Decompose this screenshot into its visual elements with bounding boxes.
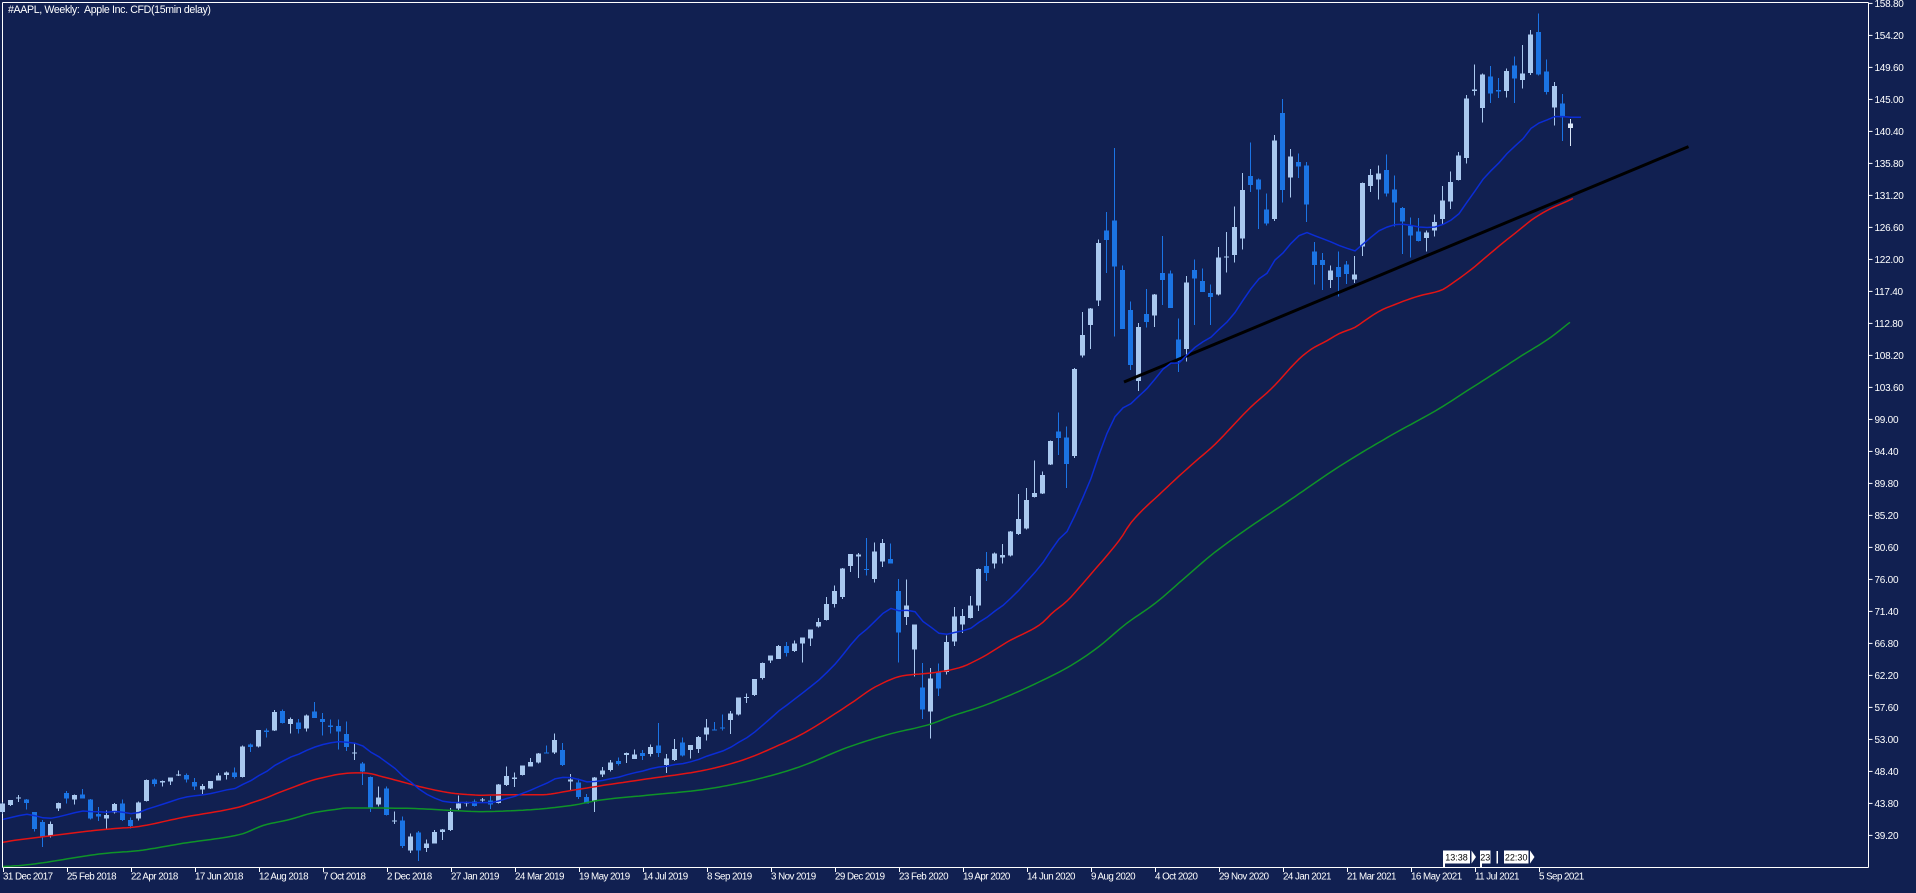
svg-text:154.20: 154.20 [1875, 31, 1905, 42]
svg-text:80.60: 80.60 [1875, 543, 1899, 554]
svg-text:131.20: 131.20 [1875, 191, 1905, 202]
svg-text:3 Nov 2019: 3 Nov 2019 [771, 872, 816, 883]
svg-text:89.80: 89.80 [1875, 479, 1899, 490]
svg-text:66.80: 66.80 [1875, 639, 1899, 650]
svg-text:16 May 2021: 16 May 2021 [1411, 872, 1462, 883]
svg-text:19 May 2019: 19 May 2019 [579, 872, 630, 883]
svg-text:31 Dec 2017: 31 Dec 2017 [3, 872, 53, 883]
svg-text:7 Oct 2018: 7 Oct 2018 [323, 872, 367, 883]
svg-text:122.00: 122.00 [1875, 255, 1905, 266]
svg-text:71.40: 71.40 [1875, 607, 1899, 618]
svg-text:94.40: 94.40 [1875, 447, 1899, 458]
svg-text:140.40: 140.40 [1875, 127, 1905, 138]
svg-text:99.00: 99.00 [1875, 415, 1899, 426]
svg-text:22 Apr 2018: 22 Apr 2018 [131, 872, 179, 883]
svg-text:62.20: 62.20 [1875, 671, 1899, 682]
svg-text:21 Mar 2021: 21 Mar 2021 [1347, 872, 1396, 883]
svg-text:43.80: 43.80 [1875, 799, 1899, 810]
svg-text:9 Aug 2020: 9 Aug 2020 [1091, 872, 1136, 883]
svg-text:14 Jun 2020: 14 Jun 2020 [1027, 872, 1076, 883]
svg-text:2 Dec 2018: 2 Dec 2018 [387, 872, 433, 883]
svg-text:145.00: 145.00 [1875, 95, 1905, 106]
svg-text:23 Feb 2020: 23 Feb 2020 [899, 872, 949, 883]
svg-text:48.40: 48.40 [1875, 767, 1899, 778]
svg-text:17 Jun 2018: 17 Jun 2018 [195, 872, 244, 883]
svg-text:5 Sep 2021: 5 Sep 2021 [1539, 872, 1584, 883]
svg-text:149.60: 149.60 [1875, 63, 1905, 74]
svg-text:22:30: 22:30 [1505, 853, 1528, 863]
svg-text:12 Aug 2018: 12 Aug 2018 [259, 872, 309, 883]
svg-text:103.60: 103.60 [1875, 383, 1905, 394]
svg-text:112.80: 112.80 [1875, 319, 1904, 330]
svg-text:135.80: 135.80 [1875, 159, 1905, 170]
svg-text:8 Sep 2019: 8 Sep 2019 [707, 872, 752, 883]
svg-text:11 Jul 2021: 11 Jul 2021 [1475, 872, 1519, 883]
svg-text:117.40: 117.40 [1875, 287, 1904, 298]
svg-text:29 Dec 2019: 29 Dec 2019 [835, 872, 885, 883]
svg-text:85.20: 85.20 [1875, 511, 1899, 522]
svg-text:39.20: 39.20 [1875, 831, 1899, 842]
svg-text:24 Mar 2019: 24 Mar 2019 [515, 872, 564, 883]
svg-text:#AAPL, Weekly: Apple Inc. CFD: #AAPL, Weekly: Apple Inc. CFD(15min dela… [8, 4, 211, 16]
svg-text:76.00: 76.00 [1875, 575, 1899, 586]
svg-text:4 Oct 2020: 4 Oct 2020 [1155, 872, 1199, 883]
svg-text:23: 23 [1480, 853, 1490, 863]
svg-text:25 Feb 2018: 25 Feb 2018 [67, 872, 117, 883]
svg-text:29 Nov 2020: 29 Nov 2020 [1219, 872, 1270, 883]
svg-text:24 Jan 2021: 24 Jan 2021 [1283, 872, 1331, 883]
svg-text:53.00: 53.00 [1875, 735, 1899, 746]
svg-text:57.60: 57.60 [1875, 703, 1899, 714]
svg-text:158.80: 158.80 [1875, 0, 1905, 10]
svg-text:108.20: 108.20 [1875, 351, 1905, 362]
svg-text:126.60: 126.60 [1875, 223, 1905, 234]
svg-text:14 Jul 2019: 14 Jul 2019 [643, 872, 688, 883]
svg-text:19 Apr 2020: 19 Apr 2020 [963, 872, 1011, 883]
svg-text:27 Jan 2019: 27 Jan 2019 [451, 872, 499, 883]
svg-text:13:38: 13:38 [1445, 853, 1468, 863]
